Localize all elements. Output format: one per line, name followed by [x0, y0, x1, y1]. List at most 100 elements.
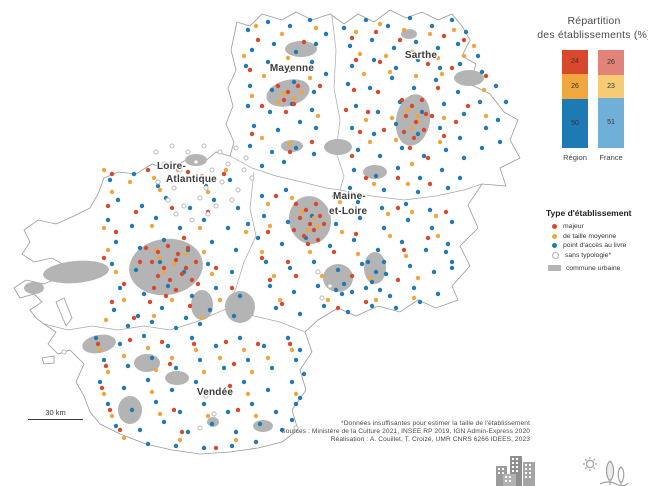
dot-orange: [355, 251, 361, 257]
dot-blue: [463, 29, 469, 35]
dot-blue: [355, 199, 361, 205]
dot-orange: [127, 179, 133, 185]
dot-blue: [323, 31, 329, 37]
dot-white: [315, 269, 321, 275]
dot-orange: [205, 413, 211, 419]
dot-blue: [311, 259, 317, 265]
dot-red: [363, 299, 369, 305]
dot-orange: [357, 51, 363, 57]
type-legend: Type d'établissement majeur de taille moy…: [546, 208, 646, 274]
dot-blue: [207, 307, 213, 313]
bar-segment: 23: [598, 75, 624, 98]
dot-blue: [297, 395, 303, 401]
urban-legend-label: commune urbaine: [566, 264, 621, 272]
dot-blue: [165, 283, 171, 289]
dot-blue: [105, 401, 111, 407]
dot-red: [103, 363, 109, 369]
dot-blue: [179, 175, 185, 181]
dot-orange: [405, 181, 411, 187]
dot-red: [221, 171, 227, 177]
dot-blue: [287, 265, 293, 271]
dot-white: [235, 187, 241, 193]
dot-orange: [313, 25, 319, 31]
department-label: et-Loire: [329, 206, 368, 217]
type-legend-row: majeur: [546, 223, 646, 230]
dot-blue: [349, 125, 355, 131]
dot-blue: [371, 131, 377, 137]
dot-blue: [113, 423, 119, 429]
dot-red: [357, 129, 363, 135]
dot-red: [183, 265, 189, 271]
dot-red: [413, 119, 419, 125]
dot-blue: [265, 19, 271, 25]
dot-red: [351, 87, 357, 93]
dot-blue: [349, 289, 355, 295]
dot-blue: [133, 267, 139, 273]
dot-blue: [417, 175, 423, 181]
dot-white: [197, 425, 203, 431]
dot-blue: [387, 293, 393, 299]
dot-blue: [247, 143, 253, 149]
dot-red: [179, 271, 185, 277]
dot-blue: [377, 287, 383, 293]
dot-blue: [173, 443, 179, 449]
dot-red: [285, 89, 291, 95]
dot-blue: [399, 145, 405, 151]
dot-blue: [161, 237, 167, 243]
dot-blue: [153, 215, 159, 221]
stacked-bar-france: 26 23 51 France: [598, 50, 624, 162]
dot-orange: [483, 113, 489, 119]
dot-orange: [197, 391, 203, 397]
dot-blue: [289, 379, 295, 385]
dot-white: [171, 185, 177, 191]
dot-orange: [403, 253, 409, 259]
dot-blue: [259, 193, 265, 199]
dot-white: [225, 161, 231, 167]
dot-blue: [381, 259, 387, 265]
dot-red: [363, 175, 369, 181]
dot-red: [109, 171, 115, 177]
dot-blue: [351, 237, 357, 243]
dot-blue: [253, 439, 259, 445]
dot-blue: [187, 205, 193, 211]
dot-orange: [105, 247, 111, 253]
dot-blue: [247, 83, 253, 89]
establishment-dots-layer: [61, 15, 509, 451]
dot-blue: [161, 419, 167, 425]
dot-blue: [461, 111, 467, 117]
dot-red: [101, 255, 107, 261]
dot-red: [151, 285, 157, 291]
dot-white: [173, 211, 179, 217]
dot-white: [249, 175, 255, 181]
dot-orange: [289, 347, 295, 353]
dot-blue: [341, 25, 347, 31]
dot-orange: [281, 91, 287, 97]
dot-blue: [297, 347, 303, 353]
island-yeu: [41, 355, 55, 365]
dot-orange: [105, 369, 111, 375]
dot-orange: [121, 353, 127, 359]
dot-red: [365, 109, 371, 115]
dot-red: [317, 213, 323, 219]
dot-blue: [141, 291, 147, 297]
realisation-line: Réalisation : A. Couillet, T. Croizé, UM…: [330, 436, 530, 444]
dot-blue: [333, 287, 339, 293]
dot-blue: [437, 125, 443, 131]
dot-orange: [199, 315, 205, 321]
dot-orange: [241, 347, 247, 353]
bar-segment: 24: [562, 50, 588, 74]
dot-orange: [401, 27, 407, 33]
dot-blue: [261, 343, 267, 349]
dot-blue: [259, 163, 265, 169]
dot-blue: [271, 41, 277, 47]
urban-commune-blob: [24, 282, 44, 294]
dot-white: [209, 167, 215, 173]
dot-blue: [365, 259, 371, 265]
dot-blue: [283, 187, 289, 193]
dot-blue: [275, 127, 281, 133]
dot-blue: [373, 269, 379, 275]
dot-red: [227, 383, 233, 389]
dot-red: [127, 337, 133, 343]
dot-blue: [439, 167, 445, 173]
dot-blue: [355, 147, 361, 153]
